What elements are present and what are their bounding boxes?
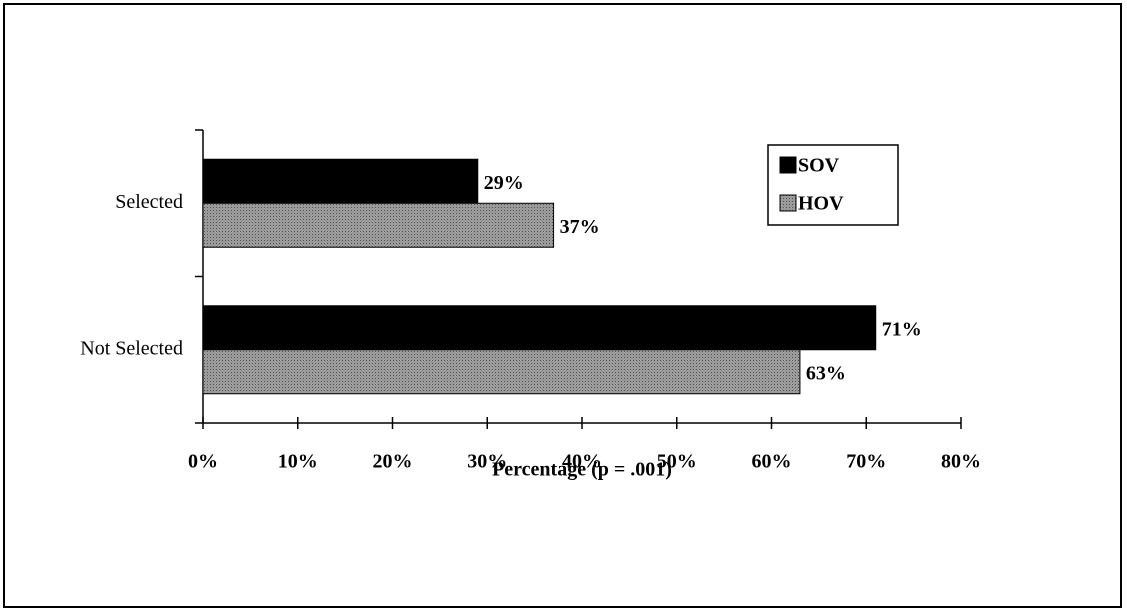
x-axis-label: Percentage (p = .001): [492, 459, 672, 481]
value-label: 29%: [484, 172, 524, 194]
legend-label: SOV: [798, 155, 840, 177]
bar: [202, 349, 801, 395]
value-label: 37%: [560, 216, 600, 238]
x-tick-label: 10%: [278, 451, 318, 473]
legend-box: [767, 144, 899, 226]
x-tick-label: 60%: [752, 451, 792, 473]
x-tick-label: 20%: [373, 451, 413, 473]
bar: [202, 202, 555, 248]
value-label: 63%: [806, 362, 846, 384]
y-tick-label: Not Selected: [80, 337, 183, 359]
x-tick-label: 40%: [562, 451, 602, 473]
bar: [202, 305, 877, 351]
x-tick-label: 70%: [846, 451, 886, 473]
x-tick-label: 80%: [941, 451, 981, 473]
bar: [202, 158, 479, 204]
value-label: 71%: [882, 318, 922, 340]
y-tick-label: Selected: [115, 191, 183, 213]
x-tick-label: 30%: [467, 451, 507, 473]
legend-label: HOV: [798, 193, 844, 215]
legend-swatch: [779, 194, 797, 212]
x-tick-label: 0%: [188, 451, 218, 473]
frame: [3, 3, 1122, 608]
legend-swatch: [779, 156, 797, 174]
x-tick-label: 50%: [657, 451, 697, 473]
